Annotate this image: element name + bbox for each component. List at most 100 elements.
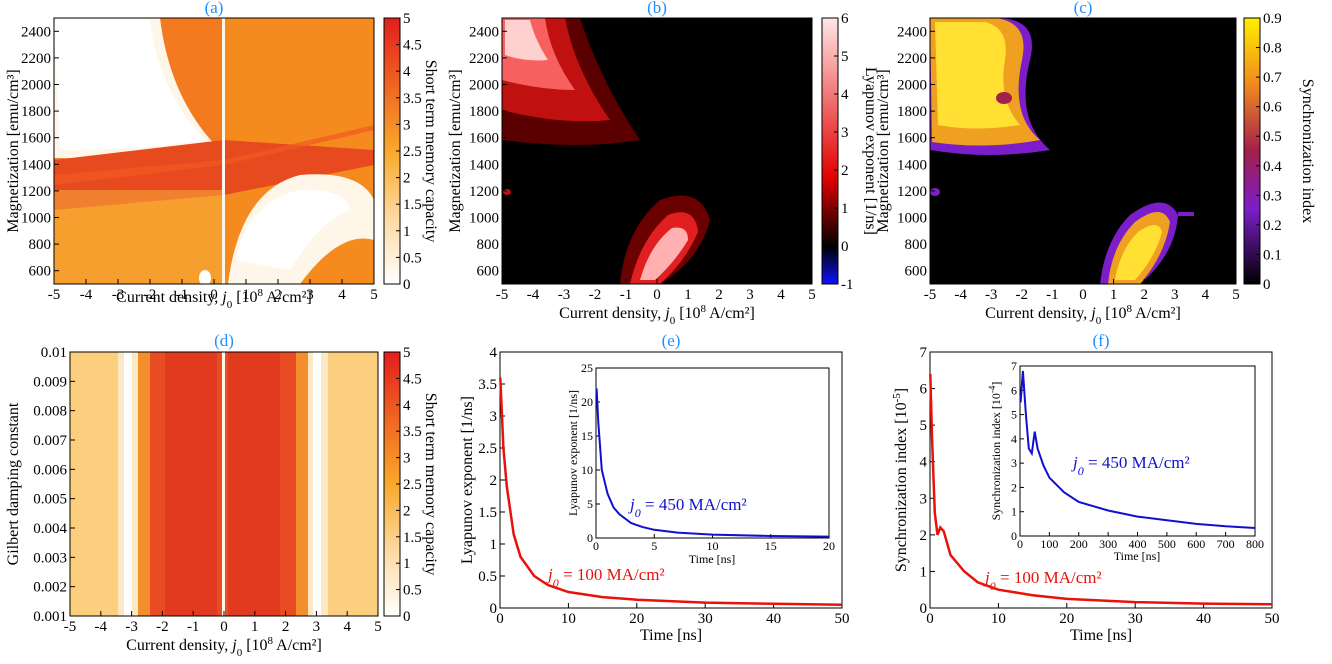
xlabel-c: Current density, j0 [108 A/cm²] (985, 303, 1181, 327)
colorbar-b-tick-label: 5 (841, 49, 849, 65)
inset-e-ytick-label: 20 (581, 395, 593, 409)
d-xtick-label: 1 (251, 619, 259, 635)
a-ytick-label: 1600 (21, 131, 51, 147)
colorbar-ticks-d: 0 0.5 1 1.5 2 2.5 3 3.5 4 4.5 5 (396, 345, 422, 625)
d-xtick-label: -5 (64, 619, 77, 635)
xlabel-f: Time [ns] (1070, 627, 1132, 644)
b-ytick-label: 1200 (469, 184, 499, 200)
b-xtick-label: 5 (808, 287, 816, 303)
colorbar-d-tick-label: 0 (403, 609, 411, 625)
colorbar-c-tick-label: 0.8 (1263, 41, 1282, 57)
d-xtick-label: -4 (95, 619, 108, 635)
inset-f-ytick-label: 3 (1011, 456, 1017, 470)
a-xtick-label: -3 (112, 287, 125, 303)
colorbar-a-tick-label: 1 (403, 224, 411, 240)
colorbar-a-tick-label: 3.5 (403, 91, 422, 107)
c-ytick-label: 2200 (897, 51, 927, 67)
series-line-e (499, 377, 843, 607)
b-ytick-label: 1600 (469, 131, 499, 147)
inset-xlabel-e: Time [ns] (689, 552, 736, 566)
b-ytick-label: 1400 (469, 157, 499, 173)
colorbar-c-tick-label: 0.5 (1263, 129, 1282, 145)
axes-b: -5 -4 -3 -2 -1 0 1 2 3 4 5 600 800 1000 1200 1400 1600 18… (469, 24, 816, 303)
axes-frame-f (929, 351, 1273, 609)
inset-e-ytick-label: 5 (587, 497, 593, 511)
colorbar-a-tick-label: 2.5 (403, 144, 422, 160)
a-ytick-label: 1000 (21, 211, 51, 227)
colorbar-label-b: Lyapunov exponent [1/ns] (862, 67, 879, 235)
a-xtick-label: -4 (80, 287, 93, 303)
colorbar-d-tick-label: 0.5 (403, 583, 422, 599)
b-xtick-label: -5 (496, 287, 509, 303)
colorbar-label-c: Synchronization index (1299, 79, 1316, 223)
e-ytick-label: 4 (490, 345, 498, 361)
panel-b: -5 -4 -3 -2 -1 0 1 2 3 4 5 600 800 1000 1200 1400 1600 18… (447, 0, 879, 327)
c-xtick-label: 1 (1110, 287, 1118, 303)
annotation-e: j0 = 100 MA/cm² (546, 565, 665, 590)
panel-label-c: (c) (1074, 0, 1093, 17)
colorbar-d-tick-label: 3.5 (403, 424, 422, 440)
f-ytick-label: 1 (920, 564, 928, 580)
inset-ylabel-e: Lyapunov exponent [1/ns] (566, 390, 580, 516)
b-xtick-label: 1 (684, 287, 692, 303)
a-xtick-label: 2 (274, 287, 282, 303)
colorbar-a-tick-label: 4.5 (403, 38, 422, 54)
colorbar-b-tick-label: 6 (841, 11, 849, 27)
colorbar-c-tick-label: 0.6 (1263, 100, 1282, 116)
e-ytick-label: 2.5 (478, 441, 497, 457)
inset-axes-f: 0 100 200 300 400 500 600 700 800 0 1 2 3 4 5 6 7 (1011, 359, 1264, 551)
f-ytick-label: 3 (920, 491, 928, 507)
e-xtick-label: 0 (496, 611, 504, 627)
colorbar-d-tick-label: 1.5 (403, 530, 422, 546)
c-ytick-label: 2000 (897, 78, 927, 94)
b-ytick-label: 2400 (469, 24, 499, 40)
colorbar-b (821, 17, 839, 285)
e-ytick-label: 0.5 (478, 569, 497, 585)
xlabel-a: Current density, j0 [108 A/cm²] (116, 287, 312, 311)
e-ytick-label: 3.5 (478, 377, 497, 393)
inset-ylabel-f: Synchronization index [10-4] (987, 382, 1003, 521)
d-ytick-label: 0.001 (33, 609, 67, 625)
f-xtick-label: 20 (1059, 611, 1074, 627)
colorbar-c-tick-label: 0 (1263, 277, 1271, 293)
c-ytick-label: 2400 (897, 24, 927, 40)
inset-f-ytick-label: 6 (1011, 383, 1017, 397)
annotation-f: j0 = 100 MA/cm² (983, 568, 1102, 593)
panel-label-f: (f) (1093, 331, 1110, 350)
inset-f-ytick-label: 1 (1011, 505, 1017, 519)
a-ytick-label: 2400 (21, 24, 51, 40)
f-ytick-label: 0 (920, 601, 928, 617)
inset-e-ytick-label: 15 (581, 429, 593, 443)
e-xtick-label: 50 (835, 611, 850, 627)
panel-label-e: (e) (662, 331, 681, 350)
d-ytick-label: 0.003 (33, 550, 67, 566)
a-ytick-label: 2200 (21, 51, 51, 67)
a-xtick-label: 1 (242, 287, 250, 303)
inset-series-line-e (595, 388, 830, 538)
colorbar-d-tick-label: 3 (403, 451, 411, 467)
c-ytick-label: 1200 (897, 184, 927, 200)
b-xtick-label: 2 (715, 287, 723, 303)
colorbar-c-tick-label: 0.2 (1263, 218, 1282, 234)
a-xtick-label: 3 (306, 287, 314, 303)
inset-e-xtick-label: 20 (823, 539, 835, 553)
series-line-f (929, 373, 1273, 606)
a-ytick-label: 2000 (21, 78, 51, 94)
e-xtick-label: 40 (766, 611, 781, 627)
panel-label-a: (a) (205, 0, 224, 17)
b-ytick-label: 800 (477, 237, 500, 253)
axes-d: -5 -4 -3 -2 -1 0 1 2 3 4 5 0.001 0.002 0.003 0.004 0.00… (33, 345, 382, 635)
a-ytick-label: 600 (29, 264, 52, 280)
inset-f-xtick-label: 100 (1040, 537, 1058, 551)
b-xtick-label: -1 (620, 287, 633, 303)
d-ytick-label: 0.008 (33, 404, 67, 420)
inset-f-xtick-label: 800 (1246, 537, 1264, 551)
colorbar-c-tick-label: 0.9 (1263, 11, 1282, 27)
inset-annotation-f: j0 = 450 MA/cm² (1071, 453, 1190, 478)
colorbar-b-tick-label: 1 (841, 201, 849, 217)
colorbar-d-tick-label: 4.5 (403, 371, 422, 387)
panel-label-d: (d) (214, 331, 234, 350)
colorbar-d-tick-label: 1 (403, 556, 411, 572)
inset-f-xtick-label: 400 (1129, 537, 1147, 551)
